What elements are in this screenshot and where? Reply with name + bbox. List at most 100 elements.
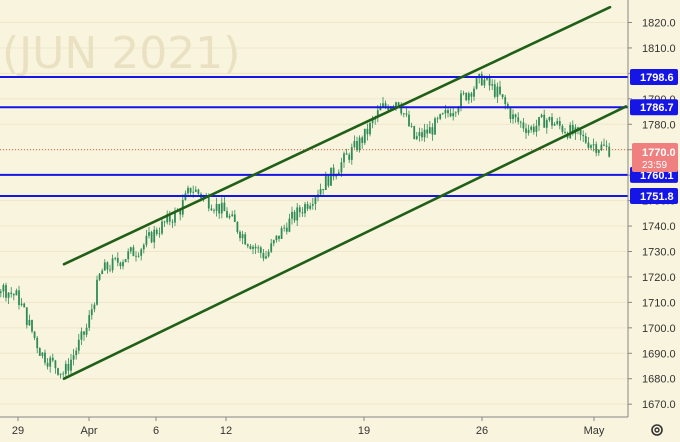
candle[interactable] <box>254 243 257 254</box>
candle[interactable] <box>553 122 556 126</box>
candle[interactable] <box>161 216 163 236</box>
candle[interactable] <box>62 371 65 378</box>
candle[interactable] <box>467 91 470 104</box>
candle[interactable] <box>49 355 52 373</box>
candle[interactable] <box>5 282 7 302</box>
candle[interactable] <box>319 183 322 196</box>
candle[interactable] <box>501 94 504 100</box>
candle[interactable] <box>12 293 15 301</box>
candle[interactable] <box>145 229 148 248</box>
candle[interactable] <box>595 141 598 157</box>
trend-channel-lower[interactable] <box>62 105 628 381</box>
candle[interactable] <box>278 235 280 242</box>
candle[interactable] <box>150 230 153 244</box>
candle[interactable] <box>252 244 254 255</box>
candle[interactable] <box>293 209 296 223</box>
candle[interactable] <box>51 353 54 363</box>
candle[interactable] <box>233 209 236 223</box>
candle[interactable] <box>267 249 270 258</box>
candle[interactable] <box>358 135 361 153</box>
candle[interactable] <box>228 213 231 220</box>
candle[interactable] <box>210 204 213 211</box>
candle[interactable] <box>475 76 478 90</box>
candle[interactable] <box>283 224 286 232</box>
candle[interactable] <box>44 349 46 366</box>
candle[interactable] <box>304 201 306 218</box>
candle[interactable] <box>41 352 44 359</box>
candle[interactable] <box>350 143 353 165</box>
candle[interactable] <box>382 97 384 108</box>
candle[interactable] <box>473 86 475 101</box>
candle[interactable] <box>288 213 291 233</box>
candle[interactable] <box>527 124 530 136</box>
candle[interactable] <box>408 110 410 128</box>
candle[interactable] <box>67 358 70 375</box>
candle[interactable] <box>148 226 150 239</box>
candle[interactable] <box>465 92 468 102</box>
candle[interactable] <box>2 283 5 298</box>
candle[interactable] <box>525 123 527 139</box>
candle[interactable] <box>270 238 273 254</box>
candle[interactable] <box>449 108 452 118</box>
candle[interactable] <box>369 121 371 137</box>
candle[interactable] <box>517 112 520 125</box>
candle[interactable] <box>519 120 522 128</box>
candle[interactable] <box>493 79 496 99</box>
candle[interactable] <box>426 124 429 139</box>
candle[interactable] <box>25 307 28 329</box>
candle[interactable] <box>597 149 600 156</box>
candle[interactable] <box>103 259 106 271</box>
candle[interactable] <box>343 151 345 168</box>
candle[interactable] <box>265 250 267 260</box>
candle[interactable] <box>171 219 174 228</box>
candle[interactable] <box>109 264 111 273</box>
candle[interactable] <box>213 208 215 214</box>
candle[interactable] <box>311 197 314 210</box>
candle[interactable] <box>301 207 304 217</box>
candle[interactable] <box>332 164 335 181</box>
candle[interactable] <box>579 129 582 141</box>
candle[interactable] <box>421 128 423 141</box>
candle[interactable] <box>309 202 312 211</box>
candle[interactable] <box>46 357 49 370</box>
candle[interactable] <box>114 256 117 261</box>
candle[interactable] <box>142 243 145 254</box>
candle[interactable] <box>80 327 83 346</box>
candle[interactable] <box>462 90 465 96</box>
candle[interactable] <box>605 140 608 151</box>
candle[interactable] <box>241 230 244 245</box>
candle[interactable] <box>548 116 551 123</box>
candle[interactable] <box>415 131 418 141</box>
candle[interactable] <box>129 246 132 254</box>
candle[interactable] <box>116 252 119 267</box>
candle[interactable] <box>85 323 88 338</box>
candle[interactable] <box>98 272 101 282</box>
candle[interactable] <box>54 359 57 374</box>
candle[interactable] <box>603 138 605 147</box>
candle[interactable] <box>363 128 366 145</box>
candle[interactable] <box>135 251 137 262</box>
candle[interactable] <box>322 188 325 195</box>
candle[interactable] <box>428 120 431 134</box>
candle[interactable] <box>101 268 104 275</box>
candle[interactable] <box>330 167 332 186</box>
candle[interactable] <box>93 302 96 313</box>
candle[interactable] <box>36 336 39 354</box>
candle[interactable] <box>405 107 408 118</box>
candle[interactable] <box>119 261 122 270</box>
candle[interactable] <box>480 71 483 86</box>
candle[interactable] <box>532 123 535 135</box>
candle[interactable] <box>275 235 278 243</box>
candle[interactable] <box>83 331 85 341</box>
candle[interactable] <box>590 144 592 150</box>
candle[interactable] <box>558 116 561 130</box>
candle[interactable] <box>353 135 356 149</box>
candle[interactable] <box>194 186 197 193</box>
candle[interactable] <box>561 124 564 135</box>
candle[interactable] <box>257 245 260 254</box>
candle[interactable] <box>137 252 140 258</box>
candle[interactable] <box>106 261 109 274</box>
candle[interactable] <box>285 222 288 235</box>
